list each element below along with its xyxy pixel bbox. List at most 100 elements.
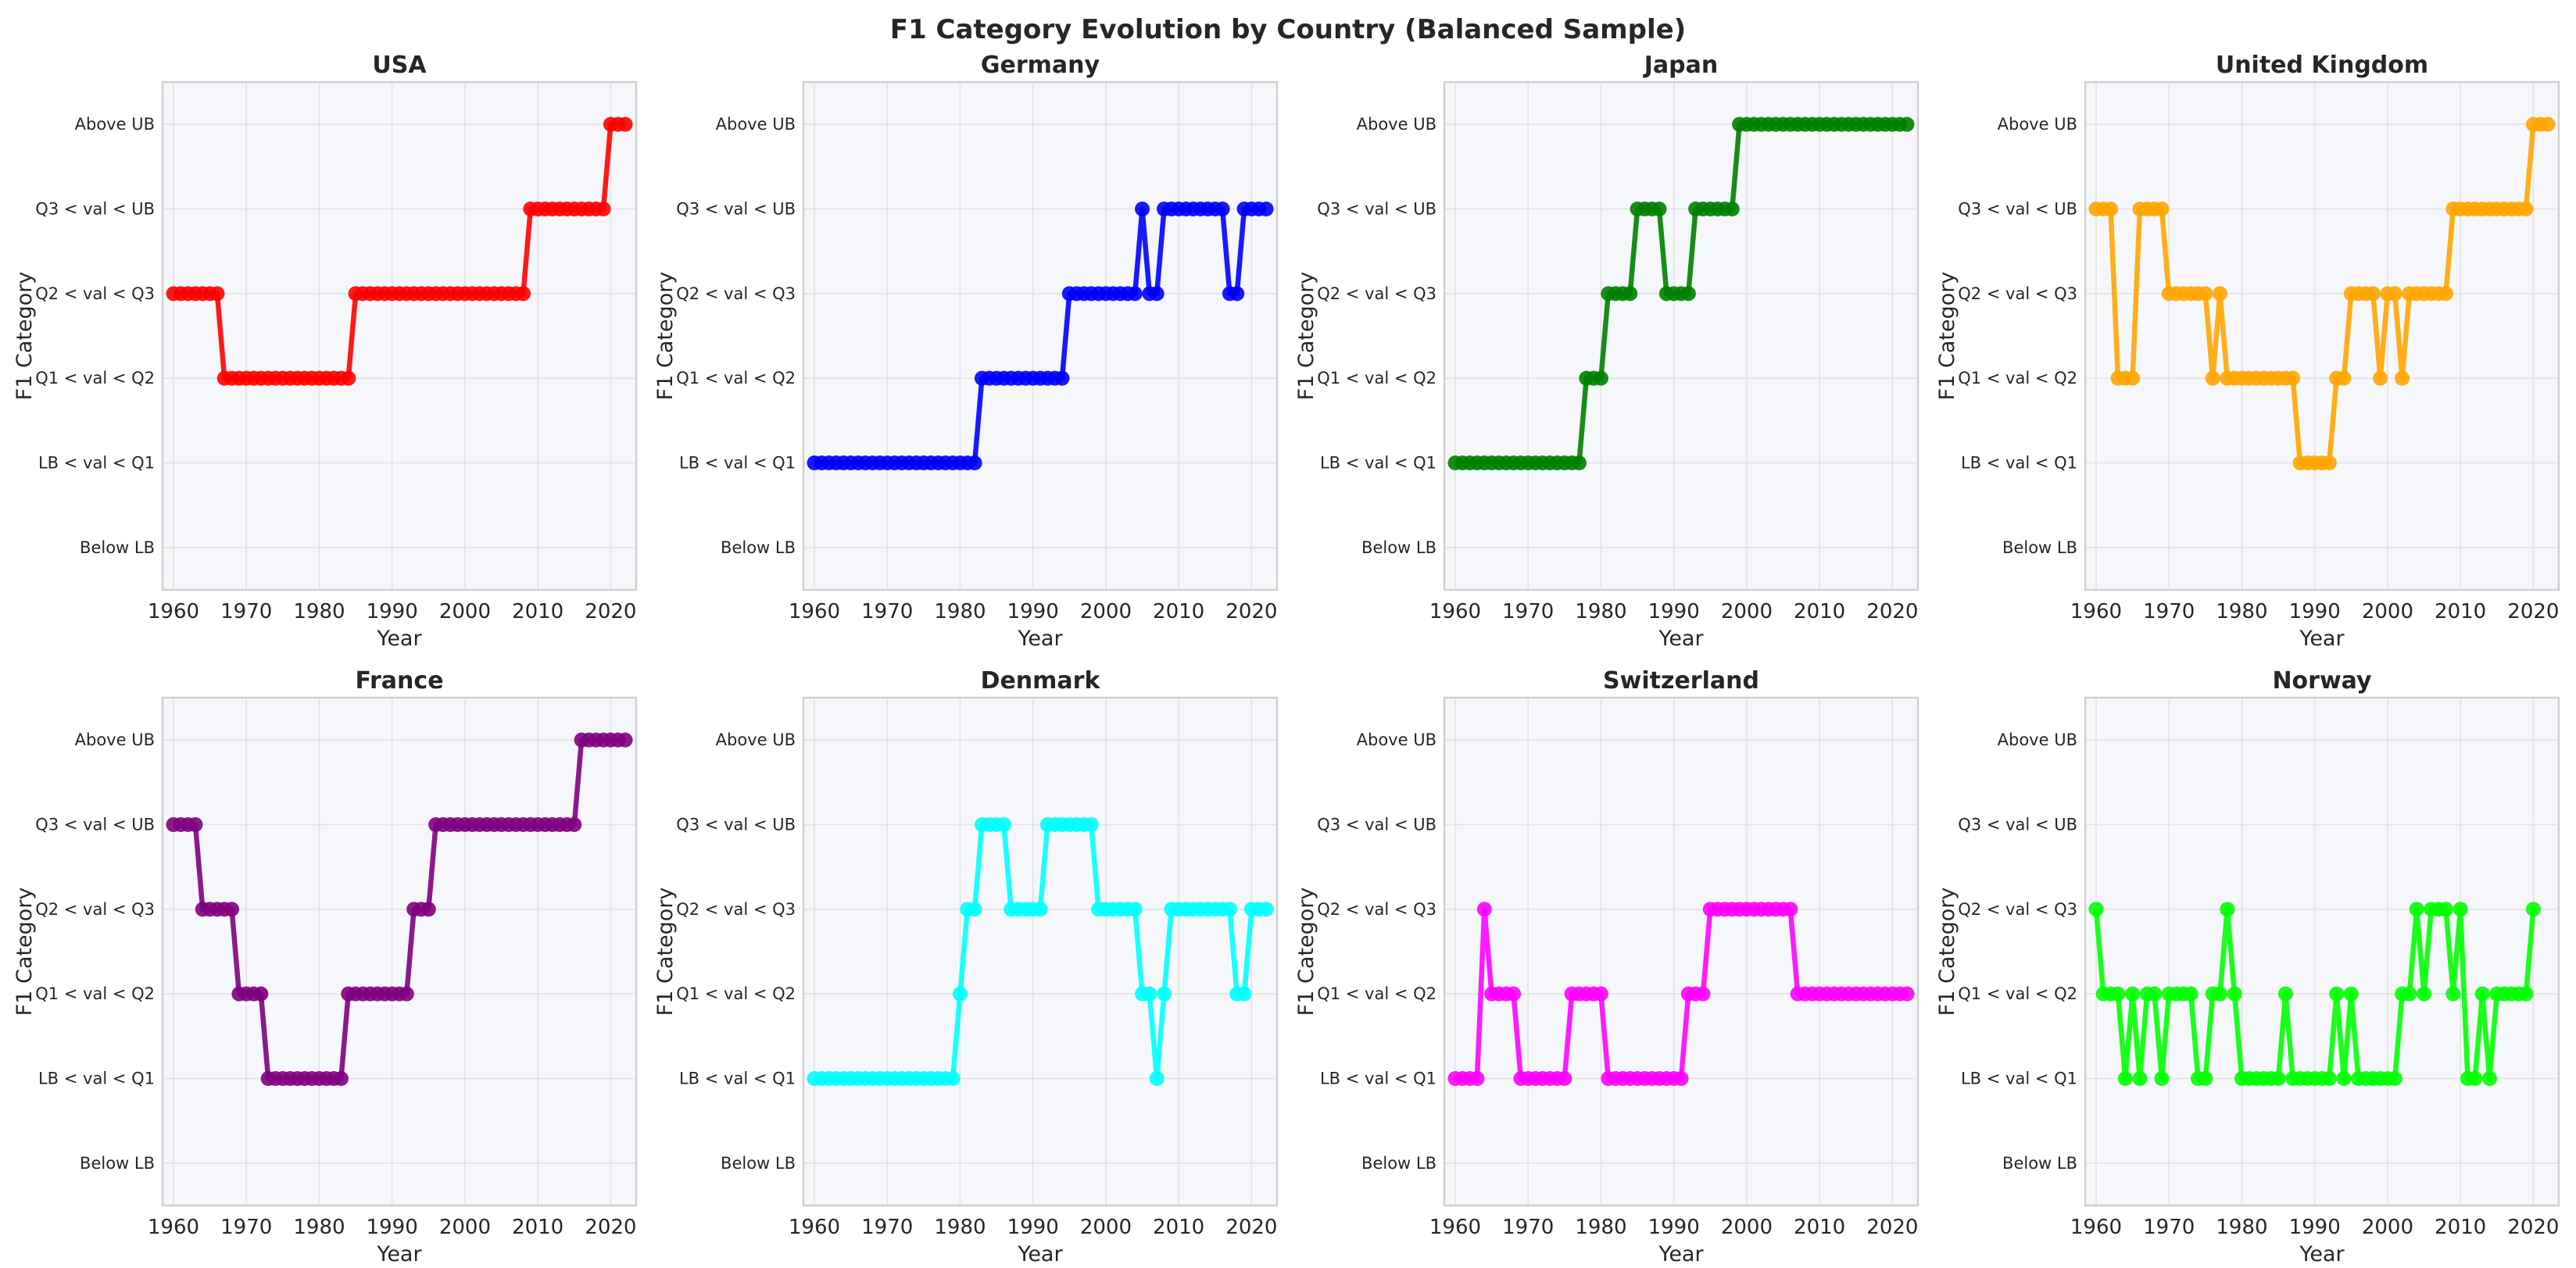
x-tick-label: 1990 xyxy=(1007,1216,1059,1239)
data-point xyxy=(1506,986,1522,1002)
axes-frame xyxy=(2084,80,2560,591)
y-tick-label: Above UB xyxy=(1357,115,1436,134)
x-tick-label: 1960 xyxy=(2070,600,2122,623)
x-tick-label: 2010 xyxy=(2435,1216,2486,1239)
y-tick-label: Above UB xyxy=(1357,730,1436,749)
data-point xyxy=(1156,986,1172,1002)
axes-frame xyxy=(2084,696,2560,1207)
y-tick-label: Q3 < val < UB xyxy=(1958,816,2077,834)
x-tick-label: 1970 xyxy=(1502,600,1554,623)
y-tick-label: Above UB xyxy=(1998,115,2077,134)
y-tick-label: Q2 < val < Q3 xyxy=(1317,284,1436,303)
subplot-france: 1960 1970 1980 1990 2000 2010 2020 Below LB LB <… xyxy=(13,667,638,1266)
x-tick-label: 1970 xyxy=(220,1216,272,1239)
subplot-denmark: 1960 1970 1980 1990 2000 2010 2020 Below LB LB <… xyxy=(653,667,1279,1266)
plot-area xyxy=(163,82,636,590)
x-axis-label: Year xyxy=(2299,1242,2345,1266)
y-tick-label: Q3 < val < UB xyxy=(1958,200,2077,219)
x-axis-label: Year xyxy=(1017,627,1063,651)
y-axis-label: F1 Category xyxy=(13,272,37,401)
data-point xyxy=(399,986,414,1002)
data-point xyxy=(2198,286,2213,302)
data-point xyxy=(341,370,356,386)
data-point xyxy=(224,902,240,917)
x-tick-label: 1960 xyxy=(148,600,199,623)
y-tick-label: Below LB xyxy=(80,1154,155,1173)
y-tick-label: LB < val < Q1 xyxy=(679,1070,796,1088)
axes-frame xyxy=(1443,80,1919,591)
x-tick-label: 2020 xyxy=(1866,1216,1918,1239)
data-point xyxy=(2387,286,2402,302)
x-tick-label: 1990 xyxy=(1007,600,1059,623)
axes-frame xyxy=(161,80,638,591)
x-tick-label: 2020 xyxy=(1225,600,1277,623)
subplot-title: Denmark xyxy=(981,667,1101,695)
data-point xyxy=(2212,286,2227,302)
data-point xyxy=(2321,1071,2337,1086)
plot-area xyxy=(2085,82,2559,590)
data-point xyxy=(2205,370,2220,386)
y-axis-label: F1 Category xyxy=(1294,888,1318,1016)
data-point xyxy=(1783,902,1798,917)
x-tick-label: 2010 xyxy=(1794,1216,1845,1239)
x-tick-label: 2020 xyxy=(2507,1216,2559,1239)
data-point xyxy=(2343,986,2359,1002)
x-tick-label: 1980 xyxy=(934,600,986,623)
data-point xyxy=(2132,1071,2148,1086)
y-tick-label: Q3 < val < UB xyxy=(35,200,155,219)
y-tick-label: Q3 < val < UB xyxy=(35,816,155,834)
x-axis-label: Year xyxy=(376,627,422,651)
y-tick-label: Below LB xyxy=(80,538,155,557)
data-point xyxy=(2103,202,2119,216)
data-point xyxy=(2518,202,2534,216)
subplot-title: Norway xyxy=(2272,667,2372,695)
data-point xyxy=(1054,370,1070,386)
x-tick-label: 2000 xyxy=(439,600,491,623)
x-tick-label: 1970 xyxy=(861,600,913,623)
x-axis-label: Year xyxy=(1658,1242,1704,1266)
data-point xyxy=(2285,370,2301,386)
data-point xyxy=(2402,986,2417,1002)
x-tick-label: 2000 xyxy=(439,1216,491,1239)
data-point xyxy=(1135,202,1150,216)
plot-area xyxy=(1444,698,1918,1205)
data-point xyxy=(333,1071,349,1086)
y-tick-label: Below LB xyxy=(2002,538,2077,557)
data-point xyxy=(2270,1071,2286,1086)
plot-area xyxy=(163,698,636,1205)
x-tick-label: 1970 xyxy=(2143,1216,2195,1239)
x-tick-label: 2000 xyxy=(1080,1216,1132,1239)
data-point xyxy=(2147,986,2163,1002)
subplot-switzerland: 1960 1970 1980 1990 2000 2010 2020 Below LB LB <… xyxy=(1294,667,1919,1266)
subplot-title: United Kingdom xyxy=(2216,52,2428,79)
data-point xyxy=(1571,455,1587,470)
data-point xyxy=(2467,1071,2483,1086)
data-point xyxy=(967,902,982,917)
y-tick-label: LB < val < Q1 xyxy=(38,454,155,473)
data-point xyxy=(2438,902,2453,917)
plot-area xyxy=(2085,698,2559,1205)
data-point xyxy=(2125,370,2141,386)
data-point xyxy=(1236,986,1252,1002)
y-tick-label: Q1 < val < Q2 xyxy=(1317,369,1436,388)
y-tick-label: Q2 < val < Q3 xyxy=(676,900,796,919)
x-tick-label: 2000 xyxy=(2362,600,2413,623)
data-point xyxy=(1229,286,1245,302)
data-point xyxy=(2409,902,2424,917)
x-tick-label: 1970 xyxy=(2143,600,2195,623)
y-tick-label: Q1 < val < Q2 xyxy=(676,984,796,1003)
x-tick-label: 2010 xyxy=(512,1216,564,1239)
data-point xyxy=(188,817,203,832)
data-point xyxy=(596,202,611,216)
data-point xyxy=(1149,1071,1165,1086)
x-tick-label: 1960 xyxy=(1429,1216,1481,1239)
y-tick-label: LB < val < Q1 xyxy=(1320,1070,1436,1088)
data-point xyxy=(1032,902,1048,917)
subplot-title: France xyxy=(355,667,443,695)
y-axis-label: F1 Category xyxy=(1935,888,1959,1016)
data-point xyxy=(967,455,982,470)
subplot-norway: 1960 1970 1980 1990 2000 2010 2020 Below LB LB <… xyxy=(1935,667,2560,1266)
y-tick-label: Q1 < val < Q2 xyxy=(676,369,796,388)
